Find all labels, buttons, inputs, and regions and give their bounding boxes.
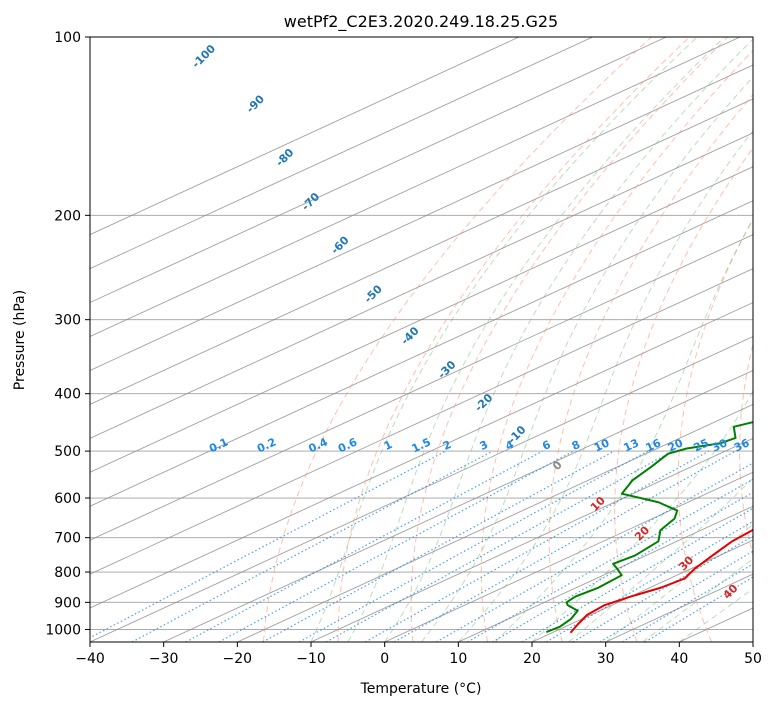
x-tick-label: 20 bbox=[523, 651, 541, 667]
isotherm-line bbox=[237, 403, 753, 642]
x-tick-label: 10 bbox=[449, 651, 467, 667]
x-tick-label: −20 bbox=[223, 651, 253, 667]
mixing-ratio-label: 25 bbox=[692, 436, 711, 454]
x-axis-ticks: −40 −30 −20 −10 0 10 20 30 40 50 bbox=[75, 642, 762, 667]
dry-adiabat-line bbox=[263, 37, 652, 642]
dry-adiabat-line bbox=[548, 93, 753, 642]
mixing-ratio-label: 36 bbox=[732, 436, 752, 454]
isotherm-line bbox=[90, 98, 753, 405]
y-tick-label: 900 bbox=[54, 595, 81, 611]
y-axis-ticks: 1000 900 800 700 600 500 400 300 200 100 bbox=[45, 30, 90, 638]
x-tick-label: 40 bbox=[670, 651, 688, 667]
x-tick-label: −10 bbox=[296, 651, 326, 667]
isotherm-line bbox=[90, 166, 753, 473]
dry-adiabat-line bbox=[739, 342, 753, 558]
y-tick-label: 700 bbox=[54, 531, 81, 547]
isotherm-line bbox=[90, 64, 753, 371]
x-tick-label: −30 bbox=[149, 651, 179, 667]
isotherm-line bbox=[90, 302, 753, 609]
isotherm-line bbox=[531, 539, 753, 642]
dewpoint-line bbox=[545, 421, 753, 633]
mixing-ratio-line bbox=[599, 550, 753, 642]
isotherm-line bbox=[90, 37, 667, 304]
moist-adiabat-line bbox=[457, 129, 753, 642]
y-tick-label: 800 bbox=[54, 565, 81, 581]
x-tick-label: −40 bbox=[75, 651, 105, 667]
moist-adiabat-line bbox=[384, 38, 753, 642]
mixing-ratio-line bbox=[298, 450, 649, 642]
isotherm-line bbox=[90, 132, 753, 439]
mixing-ratio-label: 16 bbox=[644, 436, 664, 454]
dry-adiabat-line bbox=[677, 217, 753, 642]
y-tick-label: 100 bbox=[54, 30, 81, 46]
mixing-ratio-line bbox=[365, 450, 710, 642]
dry-adiabat-line bbox=[337, 37, 690, 642]
mixing-ratio-label: 13 bbox=[622, 436, 641, 454]
mixing-ratio-label: 20 bbox=[666, 436, 686, 454]
isotherm-line bbox=[90, 234, 753, 541]
isotherm-line bbox=[90, 336, 753, 642]
x-tick-label: 30 bbox=[597, 651, 615, 667]
y-tick-label: 500 bbox=[54, 444, 81, 460]
isotherm-line bbox=[90, 200, 753, 507]
mixing-ratio-line bbox=[467, 478, 753, 642]
isotherm-line bbox=[458, 505, 753, 642]
moist-adiabat-line bbox=[679, 588, 753, 642]
dry-adiabat-line bbox=[480, 49, 753, 642]
isotherm-line bbox=[90, 268, 753, 575]
x-tick-label: 50 bbox=[744, 651, 762, 667]
isotherm-line bbox=[310, 437, 753, 642]
x-tick-label: 0 bbox=[380, 651, 389, 667]
dry-adiabat-line bbox=[410, 37, 729, 642]
mixing-ratio-line bbox=[491, 491, 753, 642]
y-tick-label: 200 bbox=[54, 208, 81, 224]
mixing-ratio-label: 10 bbox=[592, 436, 612, 454]
moist-adiabat-line bbox=[642, 558, 753, 642]
temperature-line bbox=[569, 528, 753, 634]
x-axis-label: Temperature (°C) bbox=[360, 681, 482, 697]
moist-adiabat-line bbox=[310, 37, 698, 642]
y-axis-label: Pressure (hPa) bbox=[12, 290, 28, 390]
y-tick-label: 1000 bbox=[45, 622, 81, 638]
profile-series bbox=[545, 421, 753, 634]
mixing-ratio-line bbox=[262, 450, 615, 642]
isotherm-line bbox=[90, 37, 741, 337]
chart-title: wetPf2_C2E3.2020.249.18.25.G25 bbox=[284, 12, 558, 32]
plot-frame bbox=[89, 36, 754, 643]
y-tick-label: 300 bbox=[54, 313, 81, 329]
y-tick-label: 400 bbox=[54, 387, 81, 403]
moist-adiabat-line bbox=[531, 389, 753, 642]
y-tick-label: 600 bbox=[54, 491, 81, 507]
mixing-ratio-label: 30 bbox=[710, 436, 730, 454]
mixing-ratio-line bbox=[218, 450, 574, 642]
mixing-ratio-line bbox=[185, 450, 543, 642]
moist-adiabat-line bbox=[421, 76, 753, 642]
dry-adiabat-line bbox=[614, 147, 753, 642]
adiabat-lines bbox=[90, 37, 753, 642]
mixing-ratio-line bbox=[325, 450, 673, 642]
isotherm-line bbox=[163, 369, 753, 642]
isotherm-line bbox=[90, 37, 520, 236]
mixing-ratio-line bbox=[644, 576, 753, 642]
chart-gridlines bbox=[90, 37, 753, 642]
isotherm-line bbox=[90, 37, 593, 270]
isotherm-line bbox=[384, 471, 753, 642]
